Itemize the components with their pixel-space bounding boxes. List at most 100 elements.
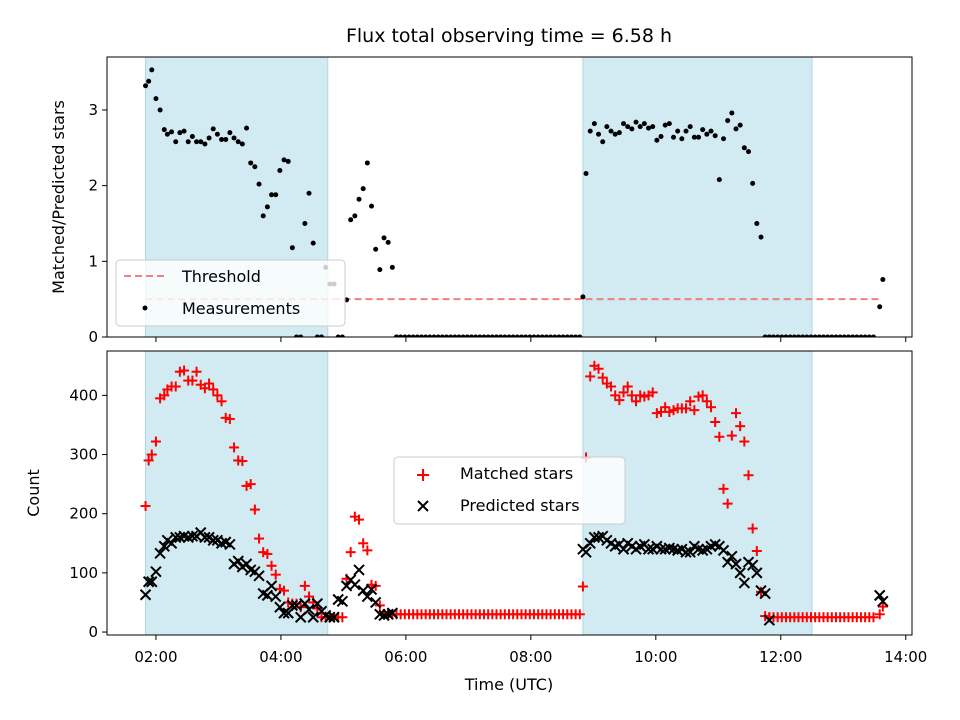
measurement-point — [733, 126, 739, 132]
measurement-point — [700, 127, 706, 133]
matched-stars-point — [358, 538, 369, 549]
measurement-point — [596, 131, 602, 137]
matched-stars-point — [714, 431, 725, 442]
measurement-point — [419, 334, 425, 337]
matched-legend-swatch — [417, 469, 429, 481]
measurement-point — [654, 137, 660, 143]
measurement-point — [870, 334, 876, 337]
bottom-y-tick-label: 100 — [69, 564, 98, 582]
measurement-point — [770, 334, 776, 337]
matched-stars-point — [262, 548, 273, 559]
matched-stars-point — [337, 612, 348, 623]
matched-stars-point — [685, 396, 696, 407]
measurement-point — [543, 334, 549, 337]
measurement-point — [568, 334, 574, 337]
measurement-point — [210, 126, 216, 132]
top-shaded-interval-2 — [582, 57, 813, 337]
matched-stars-point — [577, 581, 588, 592]
measurement-point — [600, 139, 606, 145]
matched-stars-point — [574, 609, 585, 620]
matched-stars-point — [150, 436, 161, 447]
measurement-point — [866, 334, 872, 337]
measurement-point — [787, 334, 793, 337]
matched-stars-point — [229, 442, 240, 453]
measurement-point — [775, 334, 781, 337]
measurement-point — [498, 334, 504, 337]
top-y-axis-label: Matched/Predicted stars — [49, 100, 68, 294]
predicted-stars-point — [726, 550, 738, 563]
measurement-point — [633, 119, 639, 125]
measurement-point — [587, 128, 593, 134]
measurement-point — [256, 181, 262, 187]
measurement-point — [573, 334, 579, 337]
measurement-point — [235, 139, 241, 145]
measurement-point — [746, 149, 752, 155]
predicted-stars-point — [877, 595, 889, 607]
measurement-point — [473, 334, 479, 337]
measurement-point — [443, 334, 449, 337]
measurement-point — [452, 334, 458, 337]
matched-stars-point — [140, 501, 151, 512]
x-tick-label: 10:00 — [634, 648, 677, 666]
measurement-point — [385, 239, 391, 245]
measurement-point — [841, 334, 847, 337]
measurement-point — [737, 122, 743, 128]
predicted-stars-point — [207, 534, 219, 547]
predicted-stars-point — [738, 577, 751, 589]
predicted-stars-point — [746, 559, 759, 571]
matched-stars-point — [739, 436, 750, 447]
top-plot-area — [143, 57, 886, 337]
measurement-point — [194, 139, 200, 145]
measurement-point — [741, 145, 747, 151]
measurement-point — [481, 334, 487, 337]
predicted-stars-point — [684, 546, 696, 558]
matched-stars-point — [237, 456, 248, 467]
bottom-y-tick-label: 300 — [69, 446, 98, 464]
measurement-point — [637, 124, 643, 130]
measurement-point — [360, 186, 366, 192]
measurement-point — [783, 334, 789, 337]
measurement-point — [402, 334, 408, 337]
x-axis-label: Time (UTC) — [464, 675, 553, 694]
matched-stars-point — [159, 390, 170, 401]
matched-stars-point — [726, 430, 737, 441]
measurement-point — [398, 334, 404, 337]
measurement-point — [696, 134, 702, 140]
measurement-point — [716, 177, 722, 183]
measurement-point — [845, 334, 851, 337]
predicted-stars-point — [369, 596, 382, 609]
measurement-point — [621, 121, 627, 127]
measurement-point — [252, 164, 258, 170]
top-axes-frame — [106, 56, 913, 338]
measurement-point — [552, 334, 558, 337]
measurement-point — [289, 245, 295, 251]
measurement-point — [850, 334, 856, 337]
measurement-point — [523, 334, 529, 337]
measurement-point — [302, 220, 308, 226]
predicted-stars-point — [299, 597, 311, 610]
measurement-point — [161, 127, 167, 133]
measurement-point — [406, 334, 412, 337]
measurement-point — [560, 334, 566, 337]
matched-stars-point — [697, 390, 708, 401]
matched-stars-point — [735, 421, 746, 432]
matched-stars-point — [585, 371, 596, 382]
predicted-stars-point — [150, 565, 162, 578]
measurement-point — [260, 213, 266, 219]
measurement-point — [285, 158, 291, 164]
matched-stars-point — [270, 569, 281, 580]
measurement-point — [679, 136, 685, 142]
measurement-point — [223, 136, 229, 142]
matched-stars-point — [254, 533, 265, 544]
matched-stars-point — [718, 483, 729, 494]
matched-stars-point — [647, 387, 658, 398]
matched-stars-point — [614, 395, 625, 406]
measurement-point — [808, 334, 814, 337]
matched-legend-label: Matched stars — [460, 464, 573, 483]
measurement-point — [377, 267, 383, 273]
measurement-point — [202, 141, 208, 147]
measurement-point — [666, 121, 672, 127]
measurement-point — [758, 234, 764, 240]
matched-stars-point — [212, 390, 223, 401]
